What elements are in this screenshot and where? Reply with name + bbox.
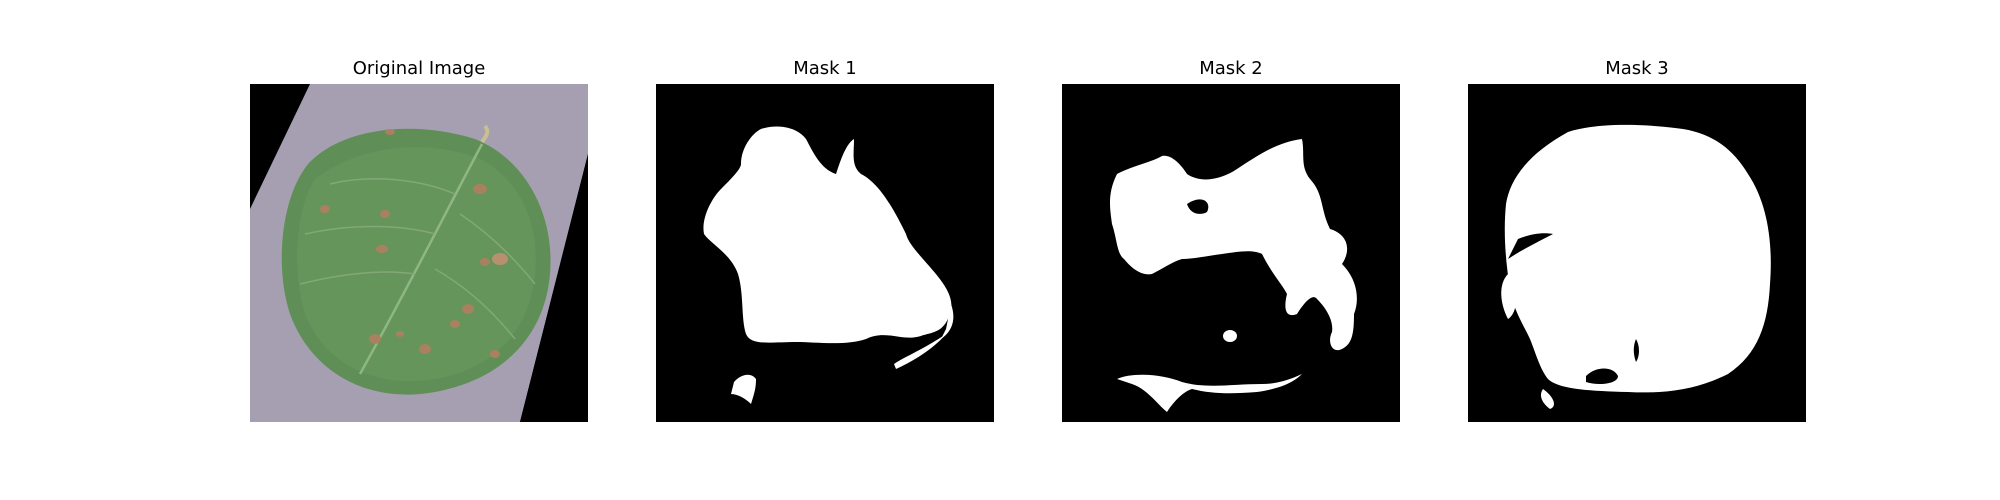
mask-2-region (1109, 139, 1357, 351)
panel-title-mask-2: Mask 2 (1199, 58, 1263, 79)
panel-title-original: Original Image (352, 58, 486, 79)
mask-2-image (1062, 84, 1400, 422)
panel-title-mask-1: Mask 1 (793, 58, 857, 79)
mask-3 (1468, 84, 1806, 422)
leaf-photo (250, 84, 588, 422)
mask-3-region (1504, 124, 1771, 393)
mask-3-image (1468, 84, 1806, 422)
mask-2 (1062, 84, 1400, 422)
original-image (250, 84, 588, 422)
mask-1 (656, 84, 994, 422)
mask-1-region (703, 126, 952, 344)
mask-1-image (656, 84, 994, 422)
panel-title-mask-3: Mask 3 (1605, 58, 1669, 79)
